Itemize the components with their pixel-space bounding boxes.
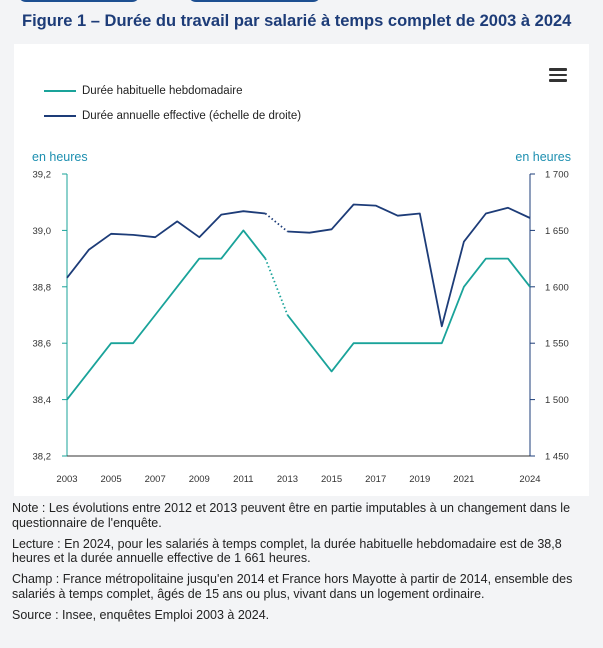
left-axis-unit-label: en heures <box>32 150 88 164</box>
x-tick-label: 2005 <box>101 474 122 485</box>
source-text: Source : Insee, enquêtes Emploi 2003 à 2… <box>12 607 270 622</box>
left-tick-label: 38,2 <box>33 452 52 463</box>
x-tick-label: 2007 <box>145 474 166 485</box>
x-tick-label: 2013 <box>277 474 298 485</box>
left-tick-label: 39,0 <box>33 226 52 237</box>
x-tick-label: 2019 <box>409 474 430 485</box>
chart-notes: Note : Les évolutions entre 2012 et 2013… <box>12 501 592 629</box>
x-tick-label: 2015 <box>321 474 342 485</box>
chart-legend: Durée habituelle hebdomadaire Durée annu… <box>44 84 301 134</box>
legend-label-weekly: Durée habituelle hebdomadaire <box>82 85 243 97</box>
right-tick-label: 1 600 <box>545 282 569 293</box>
series-line-annual-part-1 <box>66 210 266 279</box>
series-line-weekly-part-1 <box>66 229 267 401</box>
legend-item-annual[interactable]: Durée annuelle effective (échelle de dro… <box>44 109 301 134</box>
legend-swatch-weekly <box>44 90 76 92</box>
x-tick-label: 2017 <box>365 474 386 485</box>
left-tick-label: 39,2 <box>33 170 52 181</box>
x-tick-label: 2021 <box>453 474 474 485</box>
right-tick-label: 1 550 <box>545 339 569 350</box>
tab-pill-left[interactable] <box>18 0 140 2</box>
right-tick-label: 1 450 <box>545 452 569 463</box>
left-tick-label: 38,8 <box>33 282 52 293</box>
x-tick-label: 2024 <box>519 474 540 485</box>
right-tick-label: 1 700 <box>545 170 569 181</box>
legend-label-annual: Durée annuelle effective (échelle de dro… <box>82 110 302 122</box>
scope-text: Champ : France métropolitaine jusqu'en 2… <box>12 572 573 601</box>
note-text: Note : Les évolutions entre 2012 et 2013… <box>12 501 571 530</box>
chart-svg: 38,2 38,4 38,6 38,8 39,0 39,2 1 450 1 500 1 550 1… <box>33 170 569 486</box>
legend-item-weekly[interactable]: Durée habituelle hebdomadaire <box>44 84 301 109</box>
legend-swatch-annual <box>44 115 76 117</box>
chart-card: 38,2 38,4 38,6 38,8 39,0 39,2 1 450 1 500 1 550 1… <box>14 44 589 496</box>
right-axis-unit-label: en heures <box>515 150 571 164</box>
reading-text: Lecture : En 2024, pour les salariés à t… <box>12 536 562 566</box>
x-tick-label: 2009 <box>189 474 210 485</box>
series-line-weekly-break <box>264 258 289 316</box>
tab-pill-right[interactable] <box>188 0 321 2</box>
right-tick-label: 1 500 <box>545 395 569 406</box>
x-tick-label: 2003 <box>56 474 77 485</box>
series-line-annual-part-2 <box>287 203 531 328</box>
series-line-annual-break <box>264 212 289 233</box>
x-tick-label: 2011 <box>233 474 253 485</box>
hamburger-menu-icon[interactable] <box>549 68 567 82</box>
left-tick-label: 38,4 <box>33 395 52 406</box>
top-tabs-peek <box>0 0 603 2</box>
right-tick-label: 1 650 <box>545 226 569 237</box>
figure-title: Figure 1 – Durée du travail par salarié … <box>22 12 572 30</box>
series-line-weekly-part-2 <box>286 257 531 373</box>
left-tick-label: 38,6 <box>33 339 52 350</box>
